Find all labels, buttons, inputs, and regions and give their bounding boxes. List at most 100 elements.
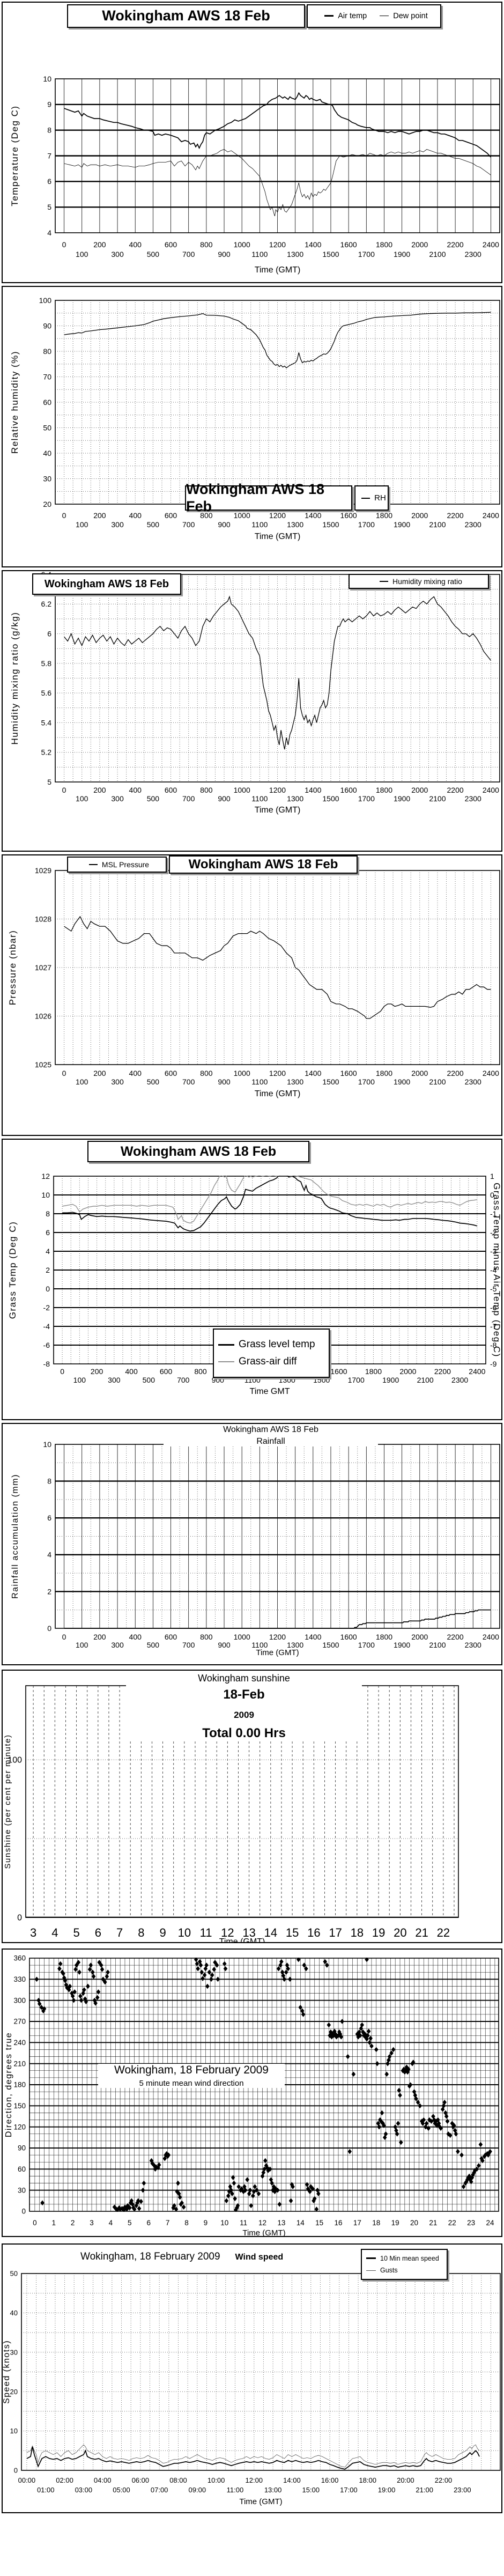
x-tick-label: 1500	[322, 794, 339, 803]
x-tick-label: 2200	[434, 1367, 451, 1376]
x-tick-label: 800	[200, 240, 213, 249]
x-tick-label: 2400	[469, 1367, 485, 1376]
x-tick-label: 20:00	[397, 2476, 414, 2484]
x-tick-label: 1600	[330, 1367, 347, 1376]
y2-tick-label: 0	[490, 1191, 494, 1199]
x-tick-label: 1300	[279, 1376, 295, 1384]
y-tick-label: 50	[10, 2270, 18, 2278]
y-tick-label: 90	[18, 2144, 26, 2152]
x-tick-label: 700	[182, 250, 195, 259]
x-tick-label: 1000	[234, 511, 250, 520]
y-tick-label: 120	[13, 2123, 26, 2131]
series-line-air-temp	[64, 92, 492, 158]
x-tick-label: 1700	[358, 250, 375, 259]
x-tick-label: 1800	[376, 511, 392, 520]
x-tick-label: 2000	[411, 1633, 428, 1641]
y-tick-label: 9	[47, 100, 51, 109]
x-tick-label: 14:00	[283, 2476, 301, 2484]
x-tick-label: 17	[353, 2219, 361, 2227]
y-tick-label: 4	[47, 1551, 51, 1559]
y-tick-label: -2	[43, 1303, 50, 1312]
x-tick-label: 1300	[287, 794, 303, 803]
y2-tick-label: -4	[490, 1266, 497, 1274]
x-tick-label: 08:00	[169, 2476, 187, 2484]
legend-label: MSL Pressure	[101, 860, 150, 869]
chart-title-line: Wokingham, 18 February 2009	[114, 2064, 269, 2076]
panel-sunshine: 3 4 5 6 7 8 9 10 11 12 13 14 15 16 17 18 19 20 21 22 0 100 Tim…	[2, 1670, 502, 1943]
y-tick-label: 180	[13, 2081, 26, 2089]
x-tick-label: 300	[111, 1641, 124, 1649]
x-tick-label: 1000	[234, 1069, 250, 1077]
x-tick-label: 400	[129, 1633, 142, 1641]
x-tick-label: 1800	[376, 786, 392, 794]
legend-line-sample	[361, 497, 370, 499]
x-tick-label: 900	[212, 1376, 225, 1384]
y-axis-title: Grass Temp (Deg C)	[8, 1221, 18, 1319]
x-tick-label: 1400	[305, 1069, 321, 1077]
chart-title-line: Wokingham AWS 18 Feb	[223, 1425, 318, 1434]
x-tick-label: 1800	[365, 1367, 382, 1376]
x-axis-title: Time (GMT)	[255, 265, 301, 275]
x-tick-label: 400	[125, 1367, 138, 1376]
series-line-rh	[64, 312, 491, 368]
x-tick-label: 1100	[251, 794, 268, 803]
x-tick-label: 22	[448, 2219, 456, 2227]
legend-label: 10 Min mean speed	[380, 2254, 439, 2262]
x-tick-label: 2300	[465, 1077, 481, 1086]
chart-title: Wokingham AWS 18 Feb	[102, 8, 270, 24]
x-tick-label: 06:00	[132, 2476, 150, 2484]
x-tick-label: 0	[62, 511, 66, 520]
x-tick-label: 2200	[447, 1069, 464, 1077]
x-tick-label: 20	[394, 1926, 406, 1939]
y2-tick-label: 1	[490, 1172, 494, 1180]
x-axis-title: Time (GMT)	[255, 1089, 301, 1098]
x-tick-label: 1200	[269, 1069, 286, 1077]
y-tick-label: 30	[43, 474, 51, 483]
x-tick-label: 1500	[322, 1641, 339, 1649]
x-tick-label: 1300	[287, 520, 303, 529]
y-tick-label: 8	[46, 1209, 50, 1218]
x-tick-label: 18:00	[359, 2476, 376, 2484]
x-tick-label: 11	[200, 1926, 212, 1939]
series-line-gusts	[26, 2444, 480, 2468]
y-tick-label: 10	[43, 1440, 51, 1449]
x-tick-label: 300	[108, 1376, 121, 1384]
y-tick-label: 100	[39, 296, 52, 305]
x-tick-label: 20	[410, 2219, 418, 2227]
y-tick-label: 1025	[35, 1060, 51, 1069]
y2-axis-title: Grass Temp minus Air Temp (Deg C)	[492, 1183, 501, 1357]
x-tick-label: 200	[91, 1367, 103, 1376]
x-tick-label: 1100	[251, 1077, 268, 1086]
x-tick-label: 2400	[483, 511, 499, 520]
y-tick-label: 6	[47, 177, 51, 186]
x-tick-label: 21:00	[416, 2486, 433, 2494]
legend-entry: Humidity mixing ratio	[380, 577, 462, 586]
y-axis-title: Humidity mixing ratio (g/kg)	[10, 612, 20, 745]
x-tick-label: 100	[76, 250, 88, 259]
x-tick-label: 02:00	[56, 2476, 73, 2484]
legend-entry: 10 Min mean speed	[366, 2255, 439, 2262]
x-tick-label: 8	[184, 2219, 189, 2227]
legend-entry: RH	[361, 493, 386, 503]
x-tick-label: 1700	[358, 520, 375, 529]
x-tick-label: 800	[194, 1367, 207, 1376]
panel-relative-humidity: 0 100 200 300 400 500 600 700 800 900 1000 1100 1200…	[2, 286, 502, 567]
x-tick-label: 05:00	[113, 2486, 130, 2494]
x-tick-label: 1500	[322, 520, 339, 529]
x-tick-label: 1100	[251, 250, 268, 259]
y2-tick-label: -3	[490, 1247, 497, 1256]
chart-title: Wokingham AWS 18 Feb	[186, 481, 325, 514]
x-tick-label: 5	[73, 1926, 79, 1939]
y-tick-label: 50	[43, 423, 51, 432]
x-tick-label: 500	[147, 1641, 160, 1649]
x-tick-label: 700	[182, 794, 195, 803]
x-tick-label: 500	[147, 1077, 160, 1086]
y-tick-label: 5.8	[41, 659, 52, 668]
panel-rainfall: 0 100 200 300 400 500 600 700 800 900 1000 1100 1200…	[2, 1423, 502, 1665]
x-tick-label: 1800	[376, 1069, 392, 1077]
legend-label: RH	[374, 493, 386, 503]
x-tick-label: 500	[147, 520, 160, 529]
x-tick-label: 1600	[340, 786, 357, 794]
y-tick-label: 40	[43, 449, 51, 457]
x-tick-label: 3	[30, 1926, 36, 1939]
